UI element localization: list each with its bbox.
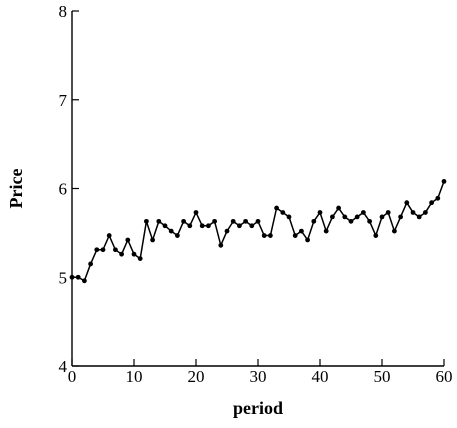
x-tick-label: 40: [312, 367, 329, 386]
price-point: [398, 214, 403, 220]
price-point: [106, 233, 112, 238]
y-tick-label: 4: [59, 357, 68, 376]
tick-labels: 0 10 20 30 40 50 60 4 5 6 7 8: [59, 2, 453, 386]
x-tick-label: 10: [126, 367, 143, 386]
price-point: [193, 210, 199, 215]
x-tick-label: 30: [250, 367, 267, 386]
price-point: [168, 228, 174, 234]
price-point: [286, 214, 292, 220]
price-point: [373, 233, 379, 238]
price-point: [243, 218, 249, 224]
x-tick-label: 0: [68, 367, 77, 386]
price-point: [261, 233, 267, 238]
series-group: [69, 179, 447, 284]
price-point: [144, 218, 149, 224]
price-point: [75, 274, 81, 280]
price-point: [292, 233, 298, 238]
price-point: [410, 210, 416, 215]
price-point: [392, 228, 397, 234]
price-point: [113, 247, 118, 253]
price-point: [88, 261, 93, 267]
y-tick-label: 8: [59, 2, 68, 21]
price-point: [305, 237, 310, 243]
price-point: [268, 233, 273, 238]
axes: [71, 11, 444, 367]
ticks: [71, 10, 445, 367]
price-point: [137, 256, 143, 262]
price-point: [82, 278, 87, 284]
price-point: [100, 247, 106, 253]
price-point: [199, 223, 205, 229]
price-point: [119, 251, 124, 257]
price-point: [416, 214, 422, 220]
price-point: [336, 205, 341, 211]
price-point: [299, 228, 304, 234]
price-point: [385, 210, 391, 215]
price-point: [230, 218, 236, 224]
price-point: [69, 274, 75, 280]
x-axis-title: period: [233, 398, 283, 418]
price-point: [280, 210, 286, 215]
price-point: [187, 223, 193, 229]
price-point: [175, 233, 180, 238]
price-point: [441, 179, 447, 184]
price-point: [429, 200, 434, 206]
price-point: [224, 228, 230, 234]
y-tick-label: 5: [59, 268, 68, 287]
price-point: [181, 218, 187, 224]
price-point: [162, 223, 168, 229]
price-point: [354, 214, 360, 220]
price-point: [342, 214, 348, 220]
price-point: [311, 218, 317, 224]
price-point: [323, 228, 329, 234]
price-point: [274, 205, 279, 211]
x-tick-label: 50: [374, 367, 391, 386]
price-point: [125, 237, 131, 243]
x-tick-label: 60: [436, 367, 453, 386]
price-point: [237, 223, 242, 229]
price-point: [379, 214, 385, 220]
price-point: [367, 218, 372, 224]
x-tick-label: 20: [188, 367, 205, 386]
price-point: [249, 223, 255, 229]
price-point: [361, 210, 366, 215]
price-point: [404, 200, 410, 206]
y-axis-title: Price: [6, 169, 26, 209]
price-point: [218, 242, 224, 248]
y-tick-label: 6: [59, 180, 68, 199]
price-point: [348, 218, 354, 224]
price-point: [156, 218, 162, 224]
price-point: [94, 247, 100, 253]
price-series-line: [72, 181, 445, 282]
price-point: [150, 237, 156, 243]
price-point: [317, 210, 323, 215]
price-point: [255, 218, 261, 224]
price-point: [435, 195, 441, 201]
y-tick-label: 7: [59, 91, 68, 110]
price-point: [131, 251, 137, 257]
price-point: [330, 214, 335, 220]
price-point: [212, 218, 218, 224]
price-point: [206, 223, 211, 229]
price-point: [423, 210, 428, 215]
